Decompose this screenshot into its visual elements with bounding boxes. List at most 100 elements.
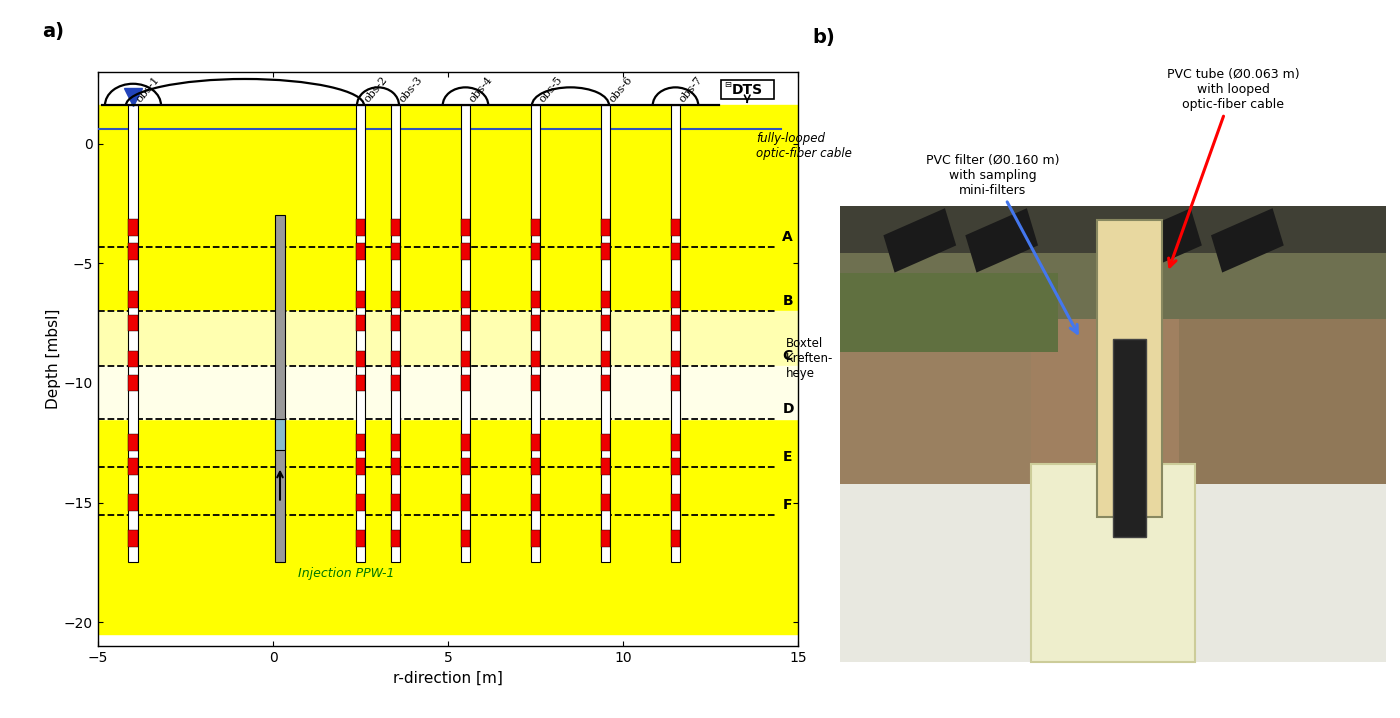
Bar: [601, 530, 610, 547]
Bar: [129, 219, 137, 236]
Text: obs-1: obs-1: [134, 75, 162, 104]
Bar: [883, 208, 956, 273]
Text: obs-5: obs-5: [538, 75, 564, 104]
Bar: [840, 207, 1386, 286]
Bar: [601, 434, 610, 451]
Text: A: A: [783, 230, 792, 243]
Text: Injection PPW-1: Injection PPW-1: [298, 567, 393, 580]
Bar: [129, 106, 137, 562]
Bar: [129, 350, 137, 368]
Bar: [840, 319, 1030, 484]
Bar: [531, 106, 540, 562]
Bar: [1030, 464, 1194, 662]
Bar: [965, 208, 1037, 273]
Bar: [129, 530, 137, 547]
Bar: [391, 314, 400, 332]
Bar: [356, 375, 365, 391]
Bar: [601, 350, 610, 368]
Bar: [356, 434, 365, 451]
Bar: [601, 106, 610, 562]
Bar: [1096, 220, 1162, 517]
Bar: [461, 243, 470, 260]
Bar: [461, 375, 470, 391]
Bar: [601, 219, 610, 236]
Bar: [356, 350, 365, 368]
Bar: [391, 350, 400, 368]
Bar: [129, 494, 137, 511]
Text: fully-looped
optic-fiber cable: fully-looped optic-fiber cable: [756, 131, 851, 159]
Bar: [671, 291, 680, 307]
Bar: [391, 375, 400, 391]
Bar: [356, 458, 365, 475]
Bar: [840, 273, 1058, 352]
Bar: [356, 314, 365, 332]
Bar: [129, 434, 137, 451]
Bar: [276, 215, 286, 562]
Bar: [671, 494, 680, 511]
Bar: [461, 530, 470, 547]
Bar: [461, 458, 470, 475]
Text: obs-6: obs-6: [608, 75, 634, 104]
Bar: [356, 219, 365, 236]
Text: D: D: [783, 402, 794, 416]
Bar: [601, 314, 610, 332]
Bar: [461, 494, 470, 511]
Bar: [129, 243, 137, 260]
Bar: [531, 219, 540, 236]
Text: F: F: [783, 498, 792, 512]
Bar: [356, 106, 365, 562]
Text: obs-3: obs-3: [398, 75, 424, 104]
Text: b): b): [812, 28, 836, 47]
Bar: [461, 106, 470, 562]
Bar: [531, 291, 540, 307]
Bar: [356, 494, 365, 511]
X-axis label: r-direction [m]: r-direction [m]: [393, 671, 503, 686]
Bar: [531, 434, 540, 451]
Bar: [391, 530, 400, 547]
Bar: [129, 291, 137, 307]
Bar: [601, 375, 610, 391]
Bar: [671, 219, 680, 236]
Bar: [461, 314, 470, 332]
Text: DTS: DTS: [732, 83, 763, 97]
Bar: [840, 253, 1386, 319]
FancyBboxPatch shape: [721, 80, 774, 99]
Bar: [356, 530, 365, 547]
Bar: [129, 458, 137, 475]
Bar: [531, 458, 540, 475]
Text: PVC tube (Ø0.063 m)
with looped
optic-fiber cable: PVC tube (Ø0.063 m) with looped optic-fi…: [1166, 67, 1299, 266]
Bar: [1128, 208, 1201, 273]
Bar: [531, 314, 540, 332]
Bar: [840, 464, 1386, 662]
Text: obs-7: obs-7: [678, 75, 704, 104]
Bar: [391, 106, 400, 562]
Bar: [391, 291, 400, 307]
Bar: [531, 494, 540, 511]
Bar: [391, 243, 400, 260]
Bar: [671, 458, 680, 475]
Text: C: C: [783, 350, 792, 363]
Bar: [356, 243, 365, 260]
Bar: [531, 350, 540, 368]
Bar: [391, 494, 400, 511]
Bar: [461, 350, 470, 368]
Text: a): a): [42, 22, 64, 40]
Bar: [671, 530, 680, 547]
Bar: [276, 419, 286, 450]
Text: ⊟: ⊟: [725, 80, 732, 90]
Bar: [601, 291, 610, 307]
Bar: [671, 314, 680, 332]
Bar: [391, 219, 400, 236]
Y-axis label: Depth [mbsl]: Depth [mbsl]: [46, 309, 62, 409]
Bar: [671, 243, 680, 260]
Text: PVC filter (Ø0.160 m)
with sampling
mini-filters: PVC filter (Ø0.160 m) with sampling mini…: [927, 154, 1078, 333]
Bar: [129, 314, 137, 332]
Bar: [671, 434, 680, 451]
Bar: [461, 434, 470, 451]
Bar: [391, 434, 400, 451]
Text: obs-2: obs-2: [363, 75, 389, 104]
Text: B: B: [783, 294, 792, 308]
Bar: [1179, 319, 1386, 484]
Bar: [671, 350, 680, 368]
Bar: [601, 458, 610, 475]
